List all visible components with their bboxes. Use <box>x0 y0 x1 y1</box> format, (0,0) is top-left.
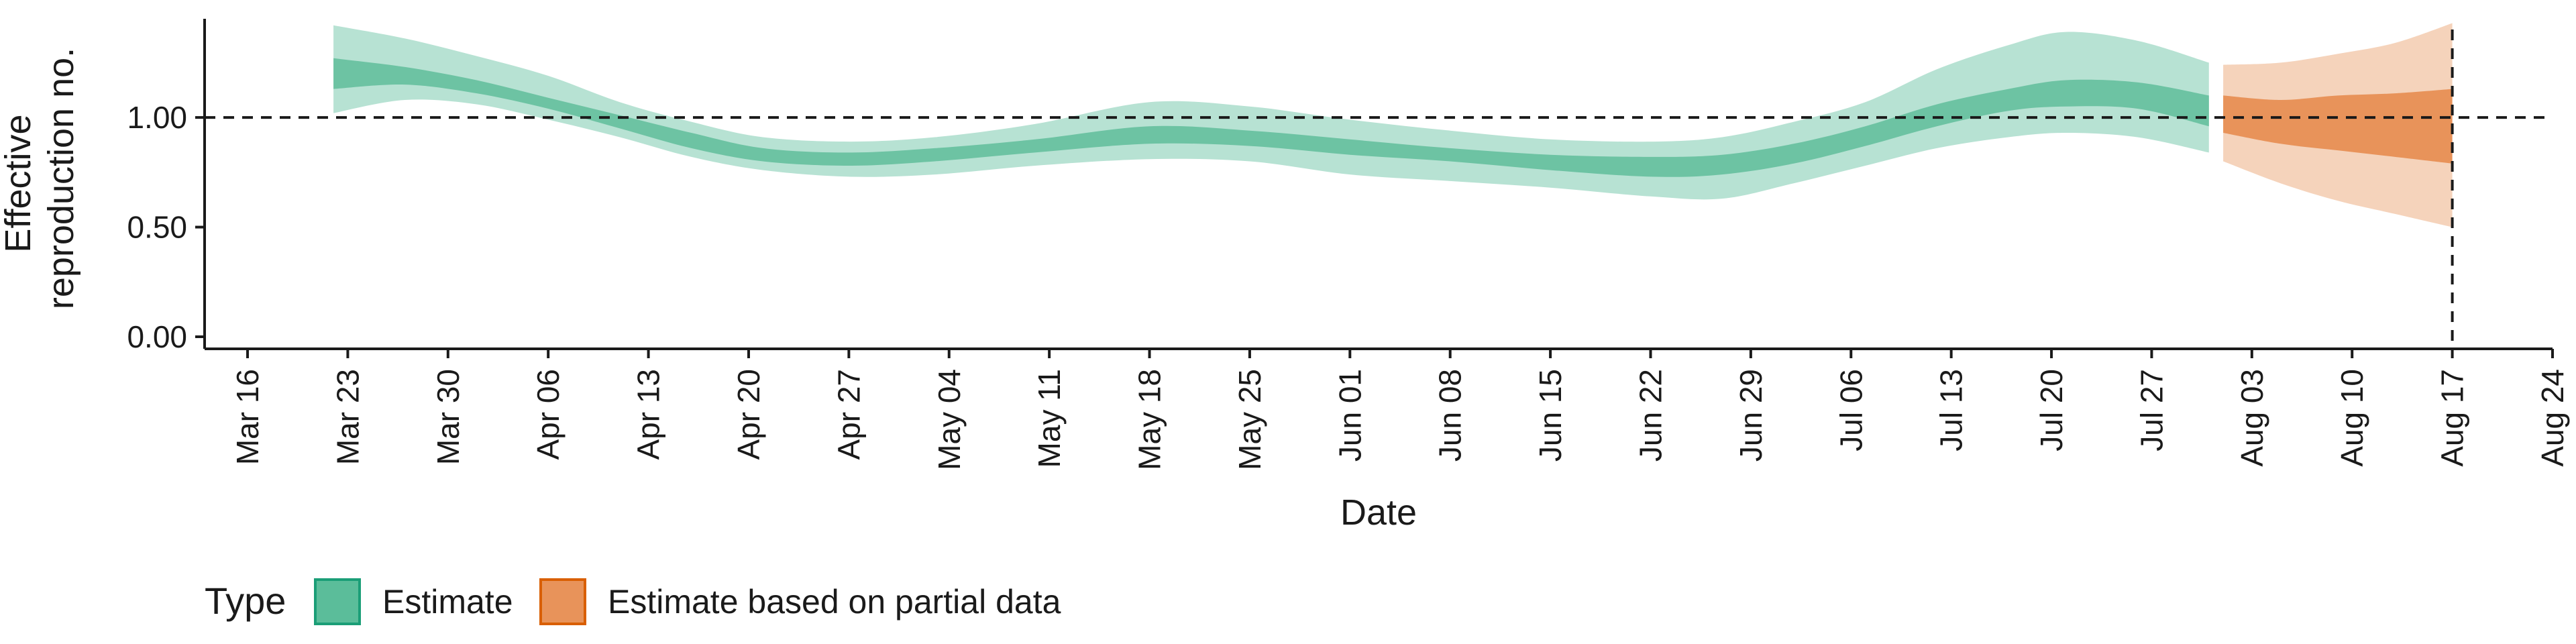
y-tick-label: 0.50 <box>127 210 187 245</box>
x-tick-label: Apr 20 <box>731 369 766 460</box>
y-ticks: 0.00 0.50 1.00 <box>127 100 205 354</box>
y-tick-label: 1.00 <box>127 100 187 135</box>
legend-title: Type <box>205 580 286 622</box>
y-axis-title: Effective reproduction no. <box>0 48 81 309</box>
x-tick-label: May 11 <box>1032 369 1067 468</box>
legend-key-estimate <box>314 578 361 625</box>
x-tick-label: Jun 08 <box>1433 369 1468 462</box>
legend-label-partial: Estimate based on partial data <box>608 583 1061 621</box>
x-tick-label: Aug 10 <box>2334 369 2369 467</box>
x-tick-label: Mar 23 <box>330 369 365 465</box>
legend: Type Estimate Estimate based on partial … <box>205 578 1061 625</box>
x-tick-label: May 04 <box>932 369 967 470</box>
x-axis-title: Date <box>1340 492 1417 533</box>
x-tick-label: Jun 22 <box>1633 369 1668 462</box>
axes <box>203 19 2553 350</box>
x-tick-label: Aug 17 <box>2435 369 2470 467</box>
legend-label-estimate: Estimate <box>382 583 513 621</box>
y-axis-title-line-2: reproduction no. <box>41 48 81 309</box>
x-tick-label: Mar 16 <box>230 369 265 465</box>
x-tick-label: Jul 20 <box>2034 369 2069 451</box>
x-tick-label: Mar 30 <box>431 369 466 465</box>
x-tick-label: Apr 06 <box>531 369 566 460</box>
reference-lines <box>205 30 2553 349</box>
ribbons <box>333 23 2453 227</box>
x-tick-label: Jun 29 <box>1733 369 1768 462</box>
x-tick-label: May 25 <box>1232 369 1267 470</box>
y-axis-title-line-1: Effective <box>0 114 38 252</box>
x-tick-label: Jul 06 <box>1833 369 1868 451</box>
y-tick-label: 0.00 <box>127 319 187 354</box>
x-tick-label: Jul 27 <box>2134 369 2169 451</box>
legend-key-partial <box>539 578 586 625</box>
x-tick-label: Apr 27 <box>831 369 866 460</box>
x-tick-label: May 18 <box>1132 369 1167 470</box>
x-ticks: Mar 16 Mar 23 Mar 30 Apr 06 Apr 13 Apr 20 Apr … <box>230 349 2570 470</box>
x-tick-label: Jul 13 <box>1934 369 1969 451</box>
x-tick-label: Jun 01 <box>1332 369 1367 462</box>
x-tick-label: Apr 13 <box>631 369 666 460</box>
ribbon-inner-partial <box>2223 89 2453 164</box>
x-tick-label: Aug 24 <box>2535 369 2570 467</box>
x-tick-label: Aug 03 <box>2235 369 2269 467</box>
x-tick-label: Jun 15 <box>1533 369 1568 462</box>
